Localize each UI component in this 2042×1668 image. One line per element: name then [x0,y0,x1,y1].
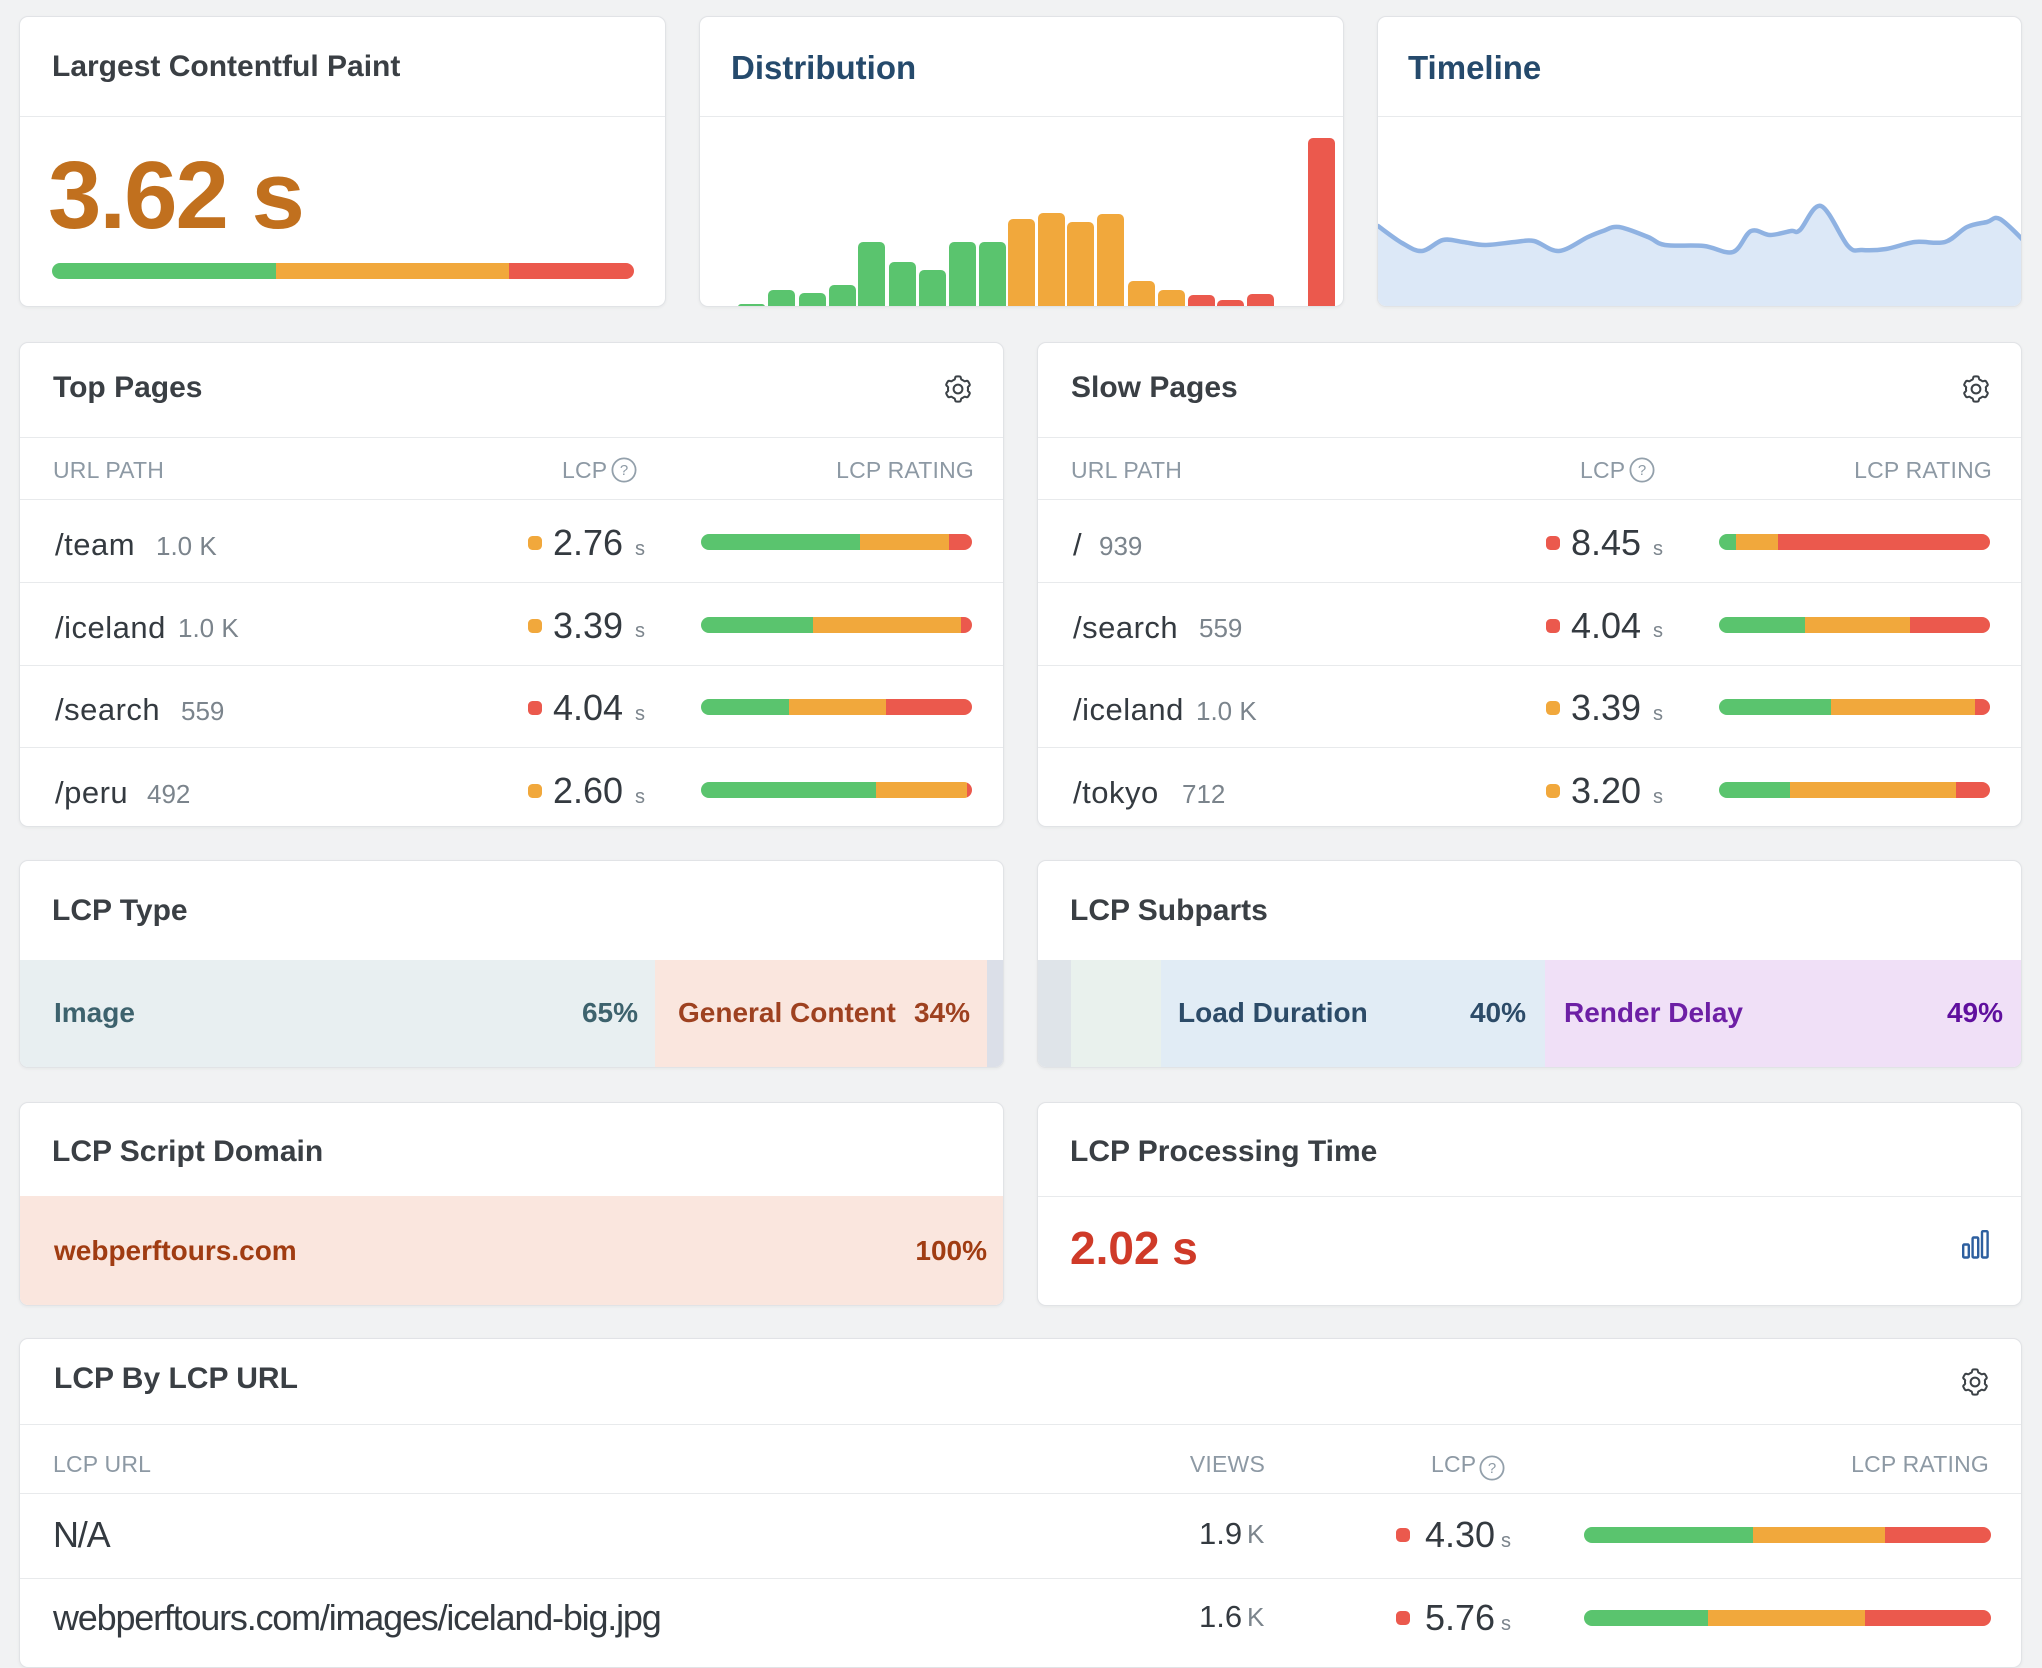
svg-text:?: ? [1488,1460,1496,1477]
svg-text:?: ? [620,462,628,479]
svg-text:?: ? [1638,462,1646,479]
